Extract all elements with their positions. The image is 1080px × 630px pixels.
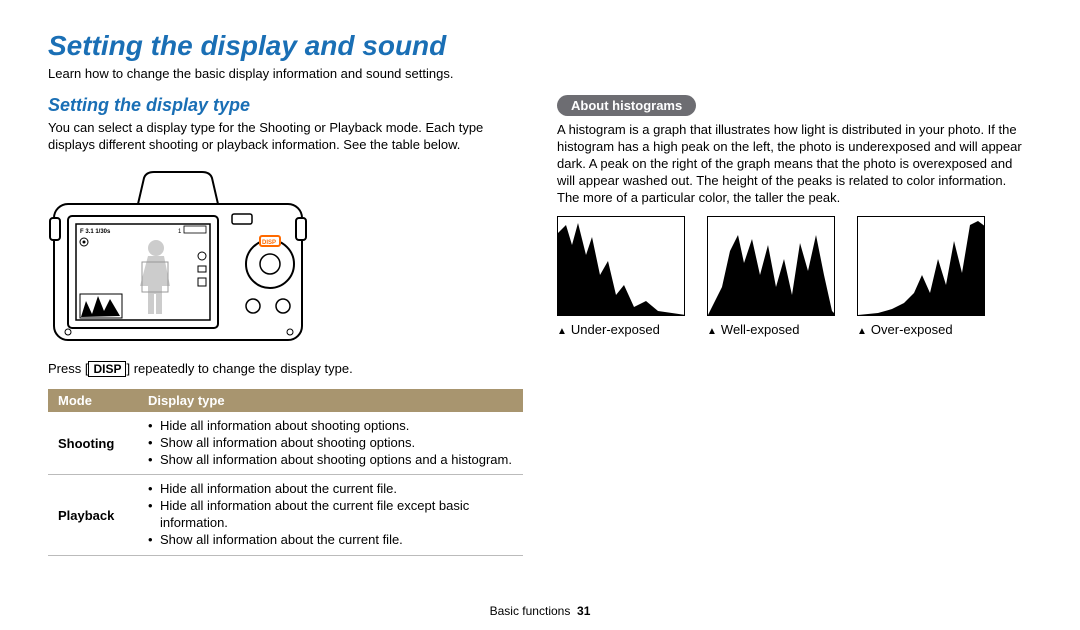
about-histograms-body: A histogram is a graph that illustrates …	[557, 122, 1032, 206]
footer-section: Basic functions	[490, 604, 571, 618]
mode-table: Mode Display type Shooting Hide all infor…	[48, 389, 523, 556]
table-header-displaytype: Display type	[138, 389, 523, 412]
histogram-caption: Under-exposed	[557, 322, 685, 337]
press-post: ] repeatedly to change the display type.	[126, 361, 352, 376]
list-item: Hide all information about shooting opti…	[148, 418, 513, 435]
histogram-box	[707, 216, 835, 316]
svg-text:DISP: DISP	[262, 240, 276, 246]
about-histograms-header: About histograms	[557, 95, 696, 116]
table-displaytype-cell: Hide all information about shooting opti…	[138, 412, 523, 475]
footer-page-number: 31	[577, 604, 590, 618]
display-type-body: You can select a display type for the Sh…	[48, 120, 523, 154]
list-item: Hide all information about the current f…	[148, 481, 513, 498]
right-column: About histograms A histogram is a graph …	[557, 95, 1032, 556]
histogram-box	[857, 216, 985, 316]
histogram-item: Well-exposed	[707, 216, 835, 337]
press-pre: Press [	[48, 361, 88, 376]
histogram-caption: Well-exposed	[707, 322, 835, 337]
table-header-mode: Mode	[48, 389, 138, 412]
page-intro: Learn how to change the basic display in…	[48, 66, 1032, 81]
disp-button-label: DISP	[88, 361, 126, 377]
table-mode-cell: Playback	[48, 475, 138, 556]
list-item: Hide all information about the current f…	[148, 498, 513, 532]
list-item: Show all information about shooting opti…	[148, 435, 513, 452]
list-item: Show all information about shooting opti…	[148, 452, 513, 469]
left-column: Setting the display type You can select …	[48, 95, 523, 556]
list-item: Show all information about the current f…	[148, 532, 513, 549]
histogram-item: Under-exposed	[557, 216, 685, 337]
section-title-display-type: Setting the display type	[48, 95, 523, 116]
page-footer: Basic functions 31	[0, 604, 1080, 618]
camera-illustration: F 3.1 1/30s 1	[48, 166, 308, 346]
histogram-item: Over-exposed	[857, 216, 985, 337]
histogram-caption: Over-exposed	[857, 322, 985, 337]
table-mode-cell: Shooting	[48, 412, 138, 475]
page-title: Setting the display and sound	[48, 30, 1032, 62]
table-displaytype-cell: Hide all information about the current f…	[138, 475, 523, 556]
histogram-box	[557, 216, 685, 316]
histogram-row: Under-exposed Well-exposed Over-exposed	[557, 216, 1032, 337]
svg-text:F 3.1 1/30s: F 3.1 1/30s	[80, 229, 111, 235]
press-instruction: Press [DISP] repeatedly to change the di…	[48, 361, 523, 377]
